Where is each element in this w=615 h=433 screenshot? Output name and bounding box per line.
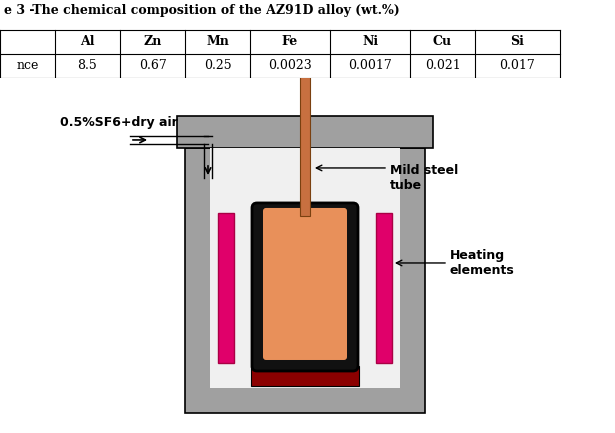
Text: 0.017: 0.017 xyxy=(499,59,536,72)
Text: Al: Al xyxy=(80,36,95,48)
Bar xyxy=(301,17,309,39)
Text: e 3 -The chemical composition of the AZ91D alloy (wt.%): e 3 -The chemical composition of the AZ9… xyxy=(4,4,400,17)
Text: Fe: Fe xyxy=(282,36,298,48)
Text: 0.25: 0.25 xyxy=(204,59,231,72)
Text: 8.5: 8.5 xyxy=(77,59,97,72)
Text: Heating
elements: Heating elements xyxy=(450,249,515,277)
Bar xyxy=(177,116,433,148)
Bar xyxy=(185,148,425,413)
Text: 0.5%SF6+dry air: 0.5%SF6+dry air xyxy=(60,116,178,129)
FancyBboxPatch shape xyxy=(263,208,347,360)
Text: Ni: Ni xyxy=(362,36,378,48)
Text: 0.67: 0.67 xyxy=(138,59,167,72)
Text: Zn: Zn xyxy=(143,36,162,48)
Bar xyxy=(376,213,392,363)
Text: Cu: Cu xyxy=(433,36,452,48)
Text: 0.021: 0.021 xyxy=(424,59,461,72)
Text: 0.0017: 0.0017 xyxy=(348,59,392,72)
Text: Mild steel
tube: Mild steel tube xyxy=(390,164,458,192)
Text: Si: Si xyxy=(510,36,525,48)
Bar xyxy=(293,47,317,54)
Bar xyxy=(218,213,234,363)
Text: Mn: Mn xyxy=(206,36,229,48)
Bar xyxy=(296,10,314,17)
Bar xyxy=(300,61,310,216)
FancyBboxPatch shape xyxy=(252,203,358,371)
Bar xyxy=(251,366,359,386)
Bar xyxy=(291,39,319,61)
Text: nce: nce xyxy=(17,59,39,72)
Bar xyxy=(210,148,400,388)
Text: 0.0023: 0.0023 xyxy=(268,59,312,72)
